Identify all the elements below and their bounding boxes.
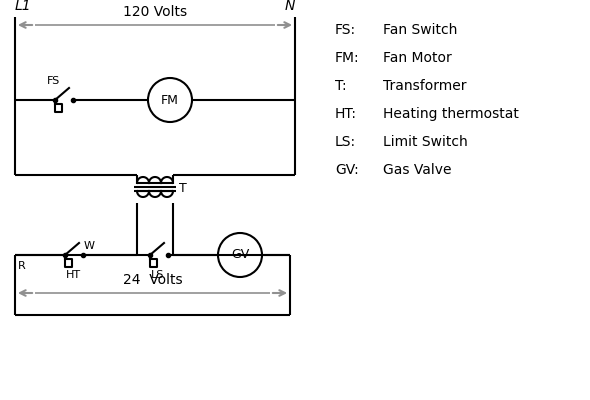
Text: FM: FM bbox=[161, 94, 179, 106]
Text: W: W bbox=[84, 241, 95, 251]
Text: HT: HT bbox=[65, 270, 81, 280]
Text: GV:: GV: bbox=[335, 163, 359, 177]
Text: FS: FS bbox=[47, 76, 60, 86]
Text: GV: GV bbox=[231, 248, 249, 262]
Text: 24  Volts: 24 Volts bbox=[123, 273, 182, 287]
Text: HT:: HT: bbox=[335, 107, 357, 121]
Text: L1: L1 bbox=[15, 0, 32, 13]
Text: 120 Volts: 120 Volts bbox=[123, 5, 187, 19]
Text: R: R bbox=[18, 261, 26, 271]
Text: LS:: LS: bbox=[335, 135, 356, 149]
Text: FM:: FM: bbox=[335, 51, 360, 65]
Text: N: N bbox=[284, 0, 295, 13]
Text: LS: LS bbox=[151, 270, 165, 280]
Text: Heating thermostat: Heating thermostat bbox=[383, 107, 519, 121]
Text: Gas Valve: Gas Valve bbox=[383, 163, 451, 177]
Text: Fan Motor: Fan Motor bbox=[383, 51, 452, 65]
Text: T:: T: bbox=[335, 79, 347, 93]
Text: Fan Switch: Fan Switch bbox=[383, 23, 457, 37]
Text: Transformer: Transformer bbox=[383, 79, 467, 93]
Text: FS:: FS: bbox=[335, 23, 356, 37]
Text: Limit Switch: Limit Switch bbox=[383, 135, 468, 149]
Text: T: T bbox=[179, 182, 187, 194]
